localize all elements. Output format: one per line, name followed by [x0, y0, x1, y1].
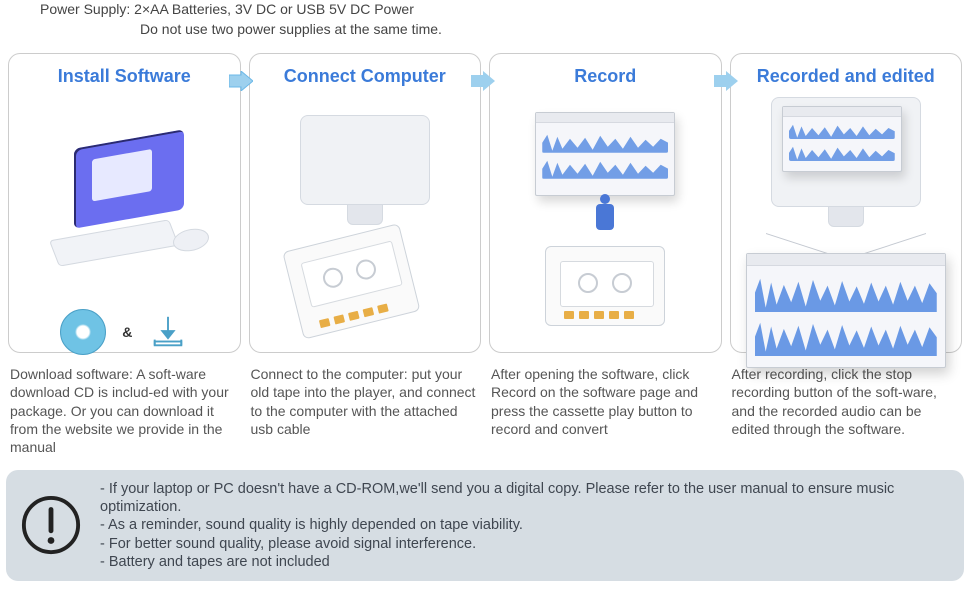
step-card: Recorded and edited	[730, 53, 963, 353]
step-title: Install Software	[58, 66, 191, 87]
step-title: Record	[574, 66, 636, 87]
notice-line: - As a reminder, sound quality is highly…	[100, 516, 950, 534]
step-desc: Connect to the computer: put your old ta…	[249, 353, 482, 438]
step-card: Connect Computer	[249, 53, 482, 353]
notice-line: - Battery and tapes are not included	[100, 553, 950, 571]
header-line1: Power Supply: 2×AA Batteries, 3V DC or U…	[40, 0, 970, 20]
step-1: Install Software &	[8, 53, 241, 456]
steps-row: Install Software &	[0, 53, 970, 456]
notice-line: - If your laptop or PC doesn't have a CD…	[100, 480, 950, 516]
header-line2: Do not use two power supplies at the sam…	[40, 20, 970, 40]
notice-line: - For better sound quality, please avoid…	[100, 535, 950, 553]
computer-isometric-icon: &	[39, 139, 209, 299]
computer-with-cassette-icon	[280, 115, 450, 323]
step-illustration-connect	[260, 97, 471, 340]
download-icon	[148, 313, 188, 351]
step-illustration-edit	[741, 97, 952, 368]
ampersand: &	[122, 324, 132, 340]
zoom-lines-icon	[766, 233, 926, 247]
usb-connector-icon	[596, 204, 614, 230]
step-2: Connect Computer Connect to the computer…	[249, 53, 482, 456]
step-card: Record	[489, 53, 722, 353]
warning-icon	[20, 494, 82, 556]
header-text: Power Supply: 2×AA Batteries, 3V DC or U…	[0, 0, 970, 53]
arrow-icon	[229, 71, 253, 91]
cd-icon	[60, 309, 106, 355]
notice-text: - If your laptop or PC doesn't have a CD…	[100, 480, 950, 571]
step-title: Recorded and edited	[757, 66, 935, 87]
step-4: Recorded and edited	[730, 53, 963, 456]
step-desc: After opening the software, click Record…	[489, 353, 722, 438]
arrow-icon	[471, 71, 495, 91]
step-title: Connect Computer	[284, 66, 446, 87]
audio-editor-window-icon	[746, 253, 946, 368]
step-illustration-install: &	[19, 97, 230, 340]
monitor-with-software-icon	[771, 97, 921, 227]
step-3: Record After opening the software, clic	[489, 53, 722, 456]
arrow-icon	[714, 71, 738, 91]
step-illustration-record	[500, 97, 711, 340]
audio-software-window-icon	[535, 112, 675, 196]
notice-box: - If your laptop or PC doesn't have a CD…	[6, 470, 964, 581]
step-card: Install Software &	[8, 53, 241, 353]
step-desc: Download software: A soft-ware download …	[8, 353, 241, 456]
